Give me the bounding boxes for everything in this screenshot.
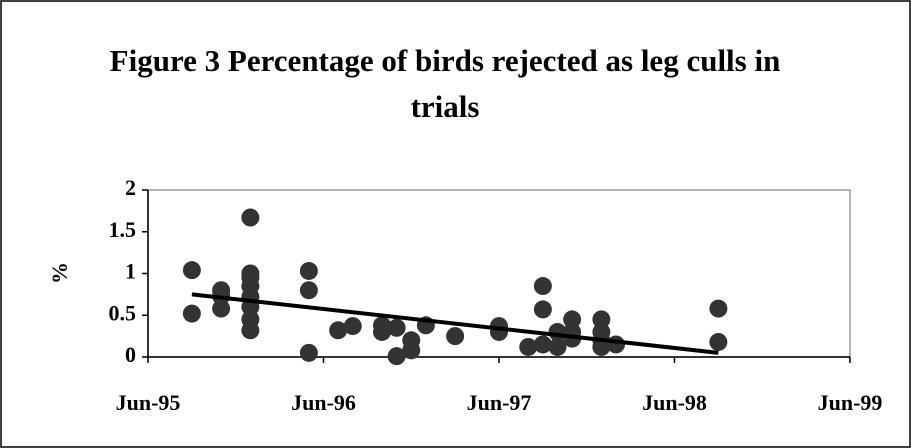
data-point (387, 347, 406, 366)
data-point (490, 322, 508, 341)
data-point (182, 261, 201, 280)
data-point (343, 317, 362, 336)
y-tick-label: 0 (125, 342, 136, 367)
x-tick-label: Jun-98 (642, 390, 707, 415)
data-point (709, 299, 728, 318)
data-point (533, 335, 552, 354)
y-tick-label: 1.5 (109, 217, 137, 242)
data-point (592, 337, 611, 356)
data-point (446, 327, 465, 346)
data-point (241, 208, 260, 227)
x-tick-label: Jun-95 (116, 390, 181, 415)
data-point (182, 304, 201, 323)
y-tick-label: 1 (125, 259, 136, 284)
y-tick-label: 0.5 (109, 300, 137, 325)
data-point (299, 343, 318, 362)
data-point (373, 322, 391, 341)
data-point (592, 310, 611, 329)
x-tick-label: Jun-97 (467, 390, 532, 415)
data-point (241, 321, 260, 340)
x-tick-label: Jun-96 (291, 390, 356, 415)
data-point (402, 341, 421, 360)
data-point (607, 335, 625, 354)
data-point (387, 318, 406, 337)
data-point (533, 300, 552, 319)
data-point (709, 332, 728, 351)
chart-title: Figure 3 Percentage of birds rejected as… (109, 43, 781, 124)
data-point (212, 299, 231, 318)
trend-line (191, 292, 719, 355)
data-point (299, 261, 318, 280)
data-point (548, 337, 567, 356)
data-point (533, 277, 552, 296)
data-point (519, 337, 538, 356)
y-axis-label: % (47, 262, 72, 284)
x-tick-label: Jun-99 (818, 390, 883, 415)
y-tick-label: 2 (125, 175, 136, 200)
data-point (299, 281, 318, 300)
data-point (329, 321, 348, 340)
data-point (563, 310, 582, 329)
